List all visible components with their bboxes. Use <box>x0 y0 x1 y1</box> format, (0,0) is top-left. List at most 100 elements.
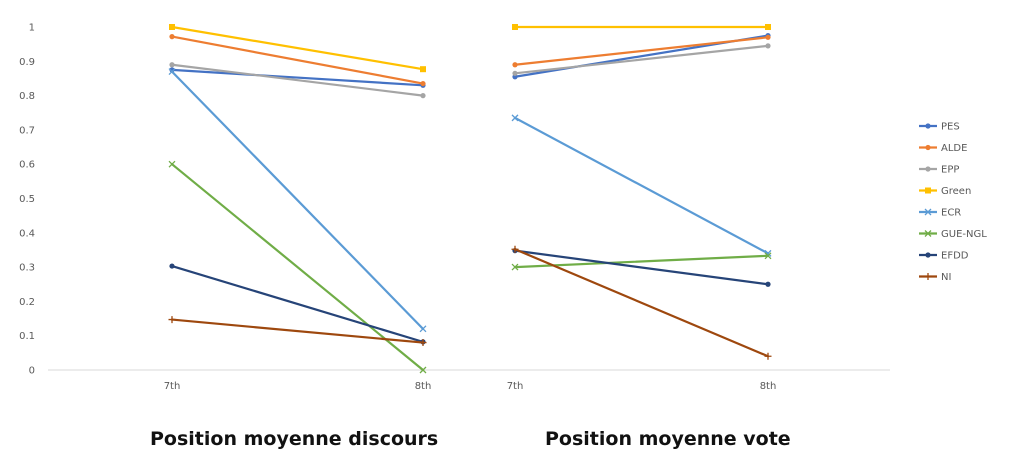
chart-vote: 7th 8th <box>480 24 890 392</box>
charts-canvas: 0 0.1 0.2 0.3 0.4 0.5 0.6 0.7 0.8 0.9 1 7th 8th 7th 8… <box>19 23 987 393</box>
position-moyenne-discours-line-ni <box>170 318 425 344</box>
legend-marker <box>925 187 931 194</box>
position-moyenne-vote-point-efdd <box>765 281 771 287</box>
chart-caption-discours: Position moyenne discours <box>150 428 439 450</box>
position-moyenne-discours-series-epp <box>169 62 426 99</box>
position-moyenne-discours-point-gue-ngl <box>419 366 427 374</box>
legend-marker <box>925 166 931 172</box>
position-moyenne-discours-y-tick-label: 0.4 <box>19 228 35 239</box>
position-moyenne-vote-series-gue-ngl <box>511 252 772 271</box>
legend-marker <box>925 252 931 258</box>
position-moyenne-vote-series-epp <box>512 43 771 76</box>
position-moyenne-vote-point-ni <box>764 352 772 360</box>
position-moyenne-discours-line-alde <box>170 35 425 85</box>
position-moyenne-discours-y-tick-label: 0.5 <box>19 194 35 205</box>
position-moyenne-discours-y-tick-label: 0.7 <box>19 125 35 136</box>
position-moyenne-discours-line-efdd <box>170 264 425 343</box>
legend-item-ni: NI <box>919 272 951 283</box>
position-moyenne-vote-point-ni <box>511 245 519 253</box>
legend-label: Green <box>941 186 971 197</box>
position-moyenne-vote-x-tick-label: 8th <box>760 381 777 392</box>
legend: PES ALDE EPP Green ECR GUE-NGL EFDD NI <box>919 122 987 283</box>
position-moyenne-vote-line-gue-ngl <box>513 254 770 269</box>
position-moyenne-discours-point-alde <box>169 34 175 40</box>
legend-marker <box>924 208 932 216</box>
position-moyenne-discours-point-ni <box>168 316 176 324</box>
position-moyenne-discours-series-green <box>169 24 426 73</box>
legend-item-efdd: EFDD <box>919 251 969 262</box>
position-moyenne-discours-point-epp <box>420 93 426 99</box>
legend-marker <box>924 230 932 237</box>
legend-marker <box>925 123 931 129</box>
position-moyenne-discours-y-tick-label: 0.9 <box>19 57 35 68</box>
position-moyenne-discours-x-tick-label: 7th <box>164 381 181 392</box>
position-moyenne-discours-point-ni <box>419 339 427 347</box>
position-moyenne-vote-point-alde <box>512 62 518 68</box>
position-moyenne-discours-line-green <box>170 25 425 71</box>
position-moyenne-vote-series-ecr <box>511 114 772 257</box>
position-moyenne-discours-y-tick-label: 0.6 <box>19 160 35 171</box>
position-moyenne-vote-series-alde <box>512 34 771 68</box>
position-moyenne-discours-series-efdd <box>169 263 426 345</box>
position-moyenne-discours-y-tick-label: 0.3 <box>19 263 35 274</box>
position-moyenne-vote-line-ecr <box>513 116 770 255</box>
position-moyenne-vote-point-ecr <box>511 114 519 122</box>
position-moyenne-discours-point-epp <box>169 62 175 68</box>
position-moyenne-vote-line-alde <box>513 36 770 66</box>
position-moyenne-vote-series-ni <box>511 245 772 360</box>
legend-label: ECR <box>941 208 961 219</box>
position-moyenne-discours-series-ni <box>168 316 427 347</box>
position-moyenne-vote-point-green <box>765 24 771 30</box>
position-moyenne-vote-series-green <box>512 24 771 30</box>
position-moyenne-discours-point-gue-ngl <box>168 160 176 168</box>
legend-marker <box>925 144 931 151</box>
position-moyenne-discours-line-epp <box>170 63 425 97</box>
position-moyenne-discours-y-tick-label: 0.2 <box>19 297 35 308</box>
position-moyenne-discours-y-tick-label: 0.8 <box>19 91 35 102</box>
position-moyenne-discours-series-alde <box>169 34 426 87</box>
position-moyenne-discours-y-tick-label: 0 <box>29 366 35 377</box>
legend-label: EFDD <box>941 251 969 262</box>
position-moyenne-discours-point-ecr <box>419 325 427 333</box>
caption-band <box>0 413 1024 473</box>
position-moyenne-discours-line-gue-ngl <box>170 163 425 372</box>
legend-item-alde: ALDE <box>919 143 967 154</box>
position-moyenne-vote-line-efdd <box>513 249 770 286</box>
legend-item-ecr: ECR <box>919 208 961 219</box>
position-moyenne-vote-point-green <box>512 24 518 30</box>
position-moyenne-vote-point-alde <box>765 34 771 40</box>
position-moyenne-discours-point-ecr <box>168 68 176 76</box>
legend-label: GUE-NGL <box>941 229 987 240</box>
position-moyenne-discours-x-tick-label: 8th <box>415 381 432 392</box>
position-moyenne-discours-point-green <box>169 24 175 30</box>
position-moyenne-vote-point-gue-ngl <box>764 252 772 260</box>
position-moyenne-discours-line-pes <box>170 68 425 87</box>
chart-caption-vote: Position moyenne vote <box>545 428 791 450</box>
position-moyenne-discours-series-ecr <box>168 68 427 333</box>
position-moyenne-vote-x-tick-label: 7th <box>507 381 524 392</box>
position-moyenne-vote-line-ni <box>513 248 770 358</box>
position-moyenne-discours-series-gue-ngl <box>168 160 427 374</box>
legend-item-epp: EPP <box>919 165 959 176</box>
position-moyenne-vote-point-gue-ngl <box>511 263 519 271</box>
chart-discours: 0 0.1 0.2 0.3 0.4 0.5 0.6 0.7 0.8 0.9 1 7th 8th <box>19 23 480 392</box>
position-moyenne-vote-series-efdd <box>512 248 771 287</box>
legend-item-pes: PES <box>919 122 960 133</box>
position-moyenne-vote-point-epp <box>512 70 518 76</box>
position-moyenne-vote-line-epp <box>513 44 770 75</box>
position-moyenne-discours-y-tick-label: 1 <box>29 23 35 34</box>
legend-item-gue-ngl: GUE-NGL <box>919 229 987 240</box>
legend-marker <box>924 273 932 280</box>
legend-label: ALDE <box>941 143 967 154</box>
position-moyenne-discours-point-efdd <box>169 263 175 269</box>
position-moyenne-discours-line-ecr <box>170 70 425 330</box>
position-moyenne-discours-point-green <box>420 66 426 73</box>
legend-label: PES <box>941 122 960 133</box>
position-moyenne-vote-series-pes <box>512 32 771 80</box>
legend-item-green: Green <box>919 186 971 197</box>
legend-label: NI <box>941 272 951 283</box>
position-moyenne-discours-point-alde <box>420 80 426 87</box>
position-moyenne-discours-y-tick-label: 0.1 <box>19 331 35 342</box>
position-moyenne-vote-point-epp <box>765 43 771 49</box>
legend-label: EPP <box>941 165 959 176</box>
